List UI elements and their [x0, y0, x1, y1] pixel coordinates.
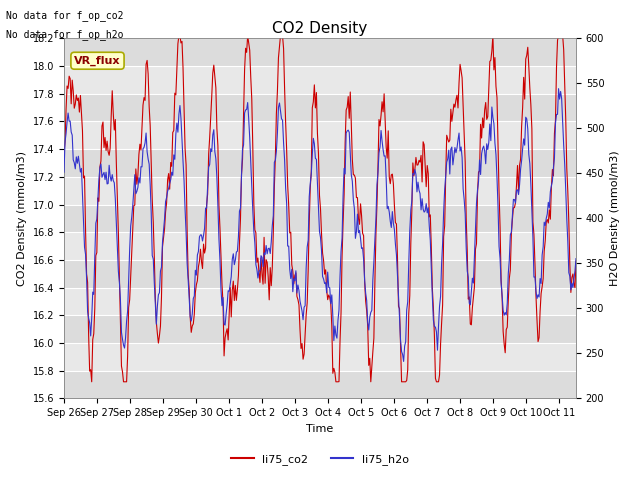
li75_co2 — [339, 220, 347, 226]
Bar — [64, 232, 576, 260]
Bar — [64, 288, 576, 315]
li75_h2o — [337, 249, 345, 254]
Line: li75_co2: li75_co2 — [64, 36, 576, 382]
Y-axis label: CO2 Density (mmol/m3): CO2 Density (mmol/m3) — [17, 151, 27, 286]
li75_h2o — [481, 148, 488, 154]
X-axis label: Time: Time — [307, 424, 333, 433]
li75_co2 — [305, 219, 313, 225]
li75_co2 — [60, 150, 68, 156]
Line: li75_h2o: li75_h2o — [64, 89, 576, 361]
Bar — [64, 177, 576, 204]
li75_h2o — [572, 256, 580, 262]
Legend: li75_co2, li75_h2o: li75_co2, li75_h2o — [227, 450, 413, 469]
Text: No data for f_op_co2: No data for f_op_co2 — [6, 10, 124, 21]
Bar — [64, 343, 576, 371]
li75_co2 — [308, 105, 316, 110]
Bar — [64, 66, 576, 94]
li75_co2 — [367, 379, 374, 384]
li75_co2 — [88, 379, 95, 384]
li75_h2o — [562, 187, 570, 193]
li75_h2o — [400, 359, 408, 364]
Text: VR_flux: VR_flux — [74, 56, 121, 66]
li75_h2o — [60, 169, 68, 175]
Title: CO2 Density: CO2 Density — [273, 21, 367, 36]
li75_co2 — [482, 100, 490, 106]
Bar — [64, 121, 576, 149]
Text: No data for f_op_h2o: No data for f_op_h2o — [6, 29, 124, 40]
li75_co2 — [175, 33, 183, 38]
li75_co2 — [562, 116, 570, 122]
li75_h2o — [365, 327, 372, 333]
li75_h2o — [555, 86, 563, 92]
li75_h2o — [303, 244, 311, 250]
li75_co2 — [572, 258, 580, 264]
Y-axis label: H2O Density (mmol/m3): H2O Density (mmol/m3) — [610, 151, 620, 286]
li75_h2o — [307, 180, 314, 186]
